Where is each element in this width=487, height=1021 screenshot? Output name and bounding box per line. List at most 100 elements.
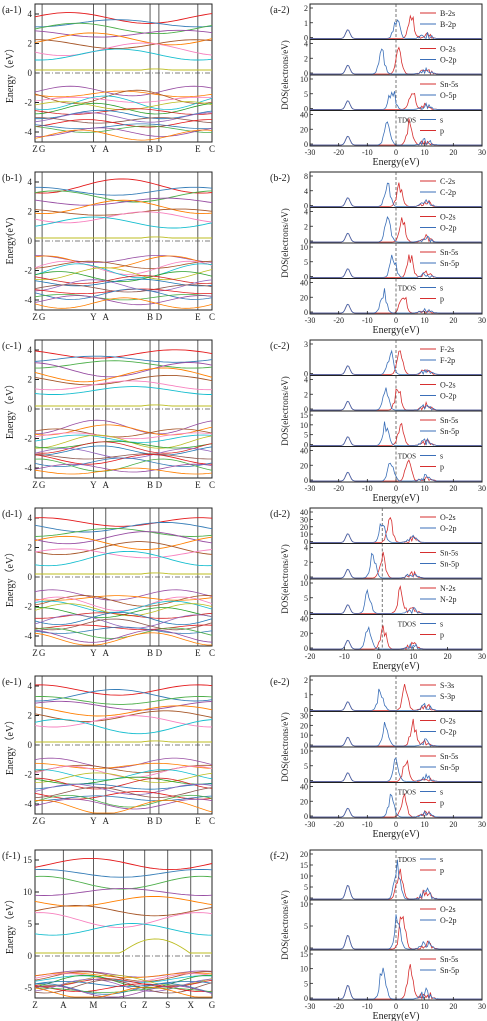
dos-xtick-label: -20 [333, 484, 344, 493]
dos-ytick-label: 0 [304, 405, 308, 414]
dos-panel-tag: (f-2) [270, 851, 288, 862]
valence-band-line [34, 428, 213, 438]
valence-band-line [34, 596, 213, 612]
dos-xtick-label: -20 [333, 1002, 344, 1011]
dos-legend-label: F-2s [440, 345, 454, 354]
conduction-band-line [35, 938, 212, 954]
dos-legend-label: N-2s [440, 584, 456, 593]
dos-ylabel: DOS(electrons/eV) [280, 208, 290, 277]
band-ytick-label: -4 [25, 463, 33, 473]
dos-curve [310, 522, 482, 543]
valence-band-line [34, 772, 213, 783]
valence-band-line [34, 979, 213, 994]
dos-curve [310, 552, 482, 579]
dos-ytick-label: 5 [304, 883, 308, 892]
dos-legend-label: O-2s [440, 513, 456, 522]
dos-legend-label: s [440, 620, 443, 629]
dos-xtick-label: -20 [333, 316, 344, 325]
dos-subpanel-frame [309, 614, 483, 651]
valence-band-line [34, 777, 213, 790]
conduction-band-line [34, 216, 213, 229]
band-ytick-label: 15 [23, 855, 33, 865]
dos-ylabel: DOS(electrons/eV) [280, 890, 290, 959]
kpoint-label: B [147, 144, 153, 154]
dos-legend-title: TDOS [398, 117, 416, 125]
kpoint-label: B [147, 480, 153, 490]
dos-xlabel: Energy(eV) [372, 325, 419, 336]
kpoint-label: A [103, 144, 110, 154]
band-panel-tag: (f-1) [2, 851, 20, 862]
dos-xtick-label: 20 [449, 1002, 457, 1011]
kpoint-label: C [209, 816, 215, 826]
conduction-band-line [34, 22, 213, 35]
band-panel-tag: (e-1) [2, 677, 21, 688]
dos-ytick-label: 0 [304, 308, 308, 317]
dos-legend-label: s [440, 855, 443, 864]
valence-band-line [34, 125, 213, 133]
valence-band-line [34, 434, 213, 443]
valence-band-line [34, 973, 213, 983]
valence-band-line [34, 762, 213, 769]
conduction-band-line [34, 12, 213, 24]
dos-ytick-label: 2 [304, 4, 308, 13]
dos-xtick-label: 20 [449, 316, 457, 325]
dos-ytick-label: 20 [300, 721, 308, 730]
band-ytick-label: -2 [25, 770, 33, 780]
valence-band-line [34, 297, 213, 309]
dos-xlabel: Energy(eV) [372, 661, 419, 672]
dos-ytick-label: 10 [300, 243, 308, 252]
kpoint-label: D [156, 312, 163, 322]
dos-legend-label: Sn-5p [440, 763, 459, 772]
valence-band-line [34, 255, 213, 269]
valence-band-line [34, 978, 213, 988]
dos-xtick-label: 30 [478, 652, 486, 661]
valence-band-line [34, 983, 213, 993]
kpoint-label: Y [90, 312, 97, 322]
dos-legend-label: O-2s [440, 213, 456, 222]
dos-ytick-label: 0 [304, 812, 308, 821]
valence-band-line [35, 117, 213, 124]
dos-ytick-label: 20 [300, 629, 308, 638]
valence-band-line [34, 783, 213, 795]
dos-curve [310, 91, 482, 111]
dos-xtick-label: -30 [305, 316, 316, 325]
valence-band-line [34, 294, 213, 301]
band-panel-0: 4 2 0 -2 -4 Z G Y A B D E C (a-1) Energy（eV） [2, 3, 215, 154]
kpoint-label: G [39, 312, 46, 322]
band-ylabel: Energy（eV） [4, 43, 16, 103]
dos-legend-title: TDOS [398, 285, 416, 293]
dos-legend-label: N-2p [440, 595, 456, 604]
band-panel-tag: (b-1) [2, 173, 22, 184]
dos-ytick-label: 8 [304, 172, 308, 181]
dos-ytick-label: 30 [300, 515, 308, 524]
band-panel-5: 15 10 5 0 -5 Z A M G Z S X G (f-1) Energy（eV） [2, 849, 216, 1010]
dos-ytick-label: 5 [304, 922, 308, 931]
dos-ytick-label: 0 [304, 69, 308, 78]
band-ytick-label: 0 [28, 404, 33, 414]
dos-ytick-label: 0 [304, 994, 308, 1003]
kpoint-label: A [103, 480, 110, 490]
kpoint-label: Y [90, 648, 97, 658]
dos-ytick-label: 30 [300, 712, 308, 721]
valence-band-line [34, 595, 213, 601]
dos-xtick-label: 0 [394, 316, 398, 325]
valence-band-line [34, 985, 213, 998]
dos-legend-label: O-2s [440, 717, 456, 726]
kpoint-label: A [103, 816, 110, 826]
valence-band-line [34, 786, 213, 798]
dos-ytick-label: 0 [304, 944, 308, 953]
band-panel-3: 4 2 0 -2 -4 Z G Y A B D E C (d-1) Energy（eV） [2, 507, 215, 658]
valence-band-line [34, 129, 213, 141]
kpoint-label: D [156, 648, 163, 658]
valence-band-line [34, 626, 213, 634]
dos-xlabel: Energy(eV) [372, 829, 419, 840]
dos-curve [310, 421, 482, 446]
kpoint-label: E [195, 816, 201, 826]
valence-band-line [34, 288, 213, 300]
dos-ytick-label: 5 [304, 258, 308, 267]
kpoint-label: G [209, 1000, 216, 1010]
kpoint-label: E [195, 480, 201, 490]
conduction-band-line [34, 718, 213, 735]
dos-ytick-label: 10 [300, 900, 308, 909]
